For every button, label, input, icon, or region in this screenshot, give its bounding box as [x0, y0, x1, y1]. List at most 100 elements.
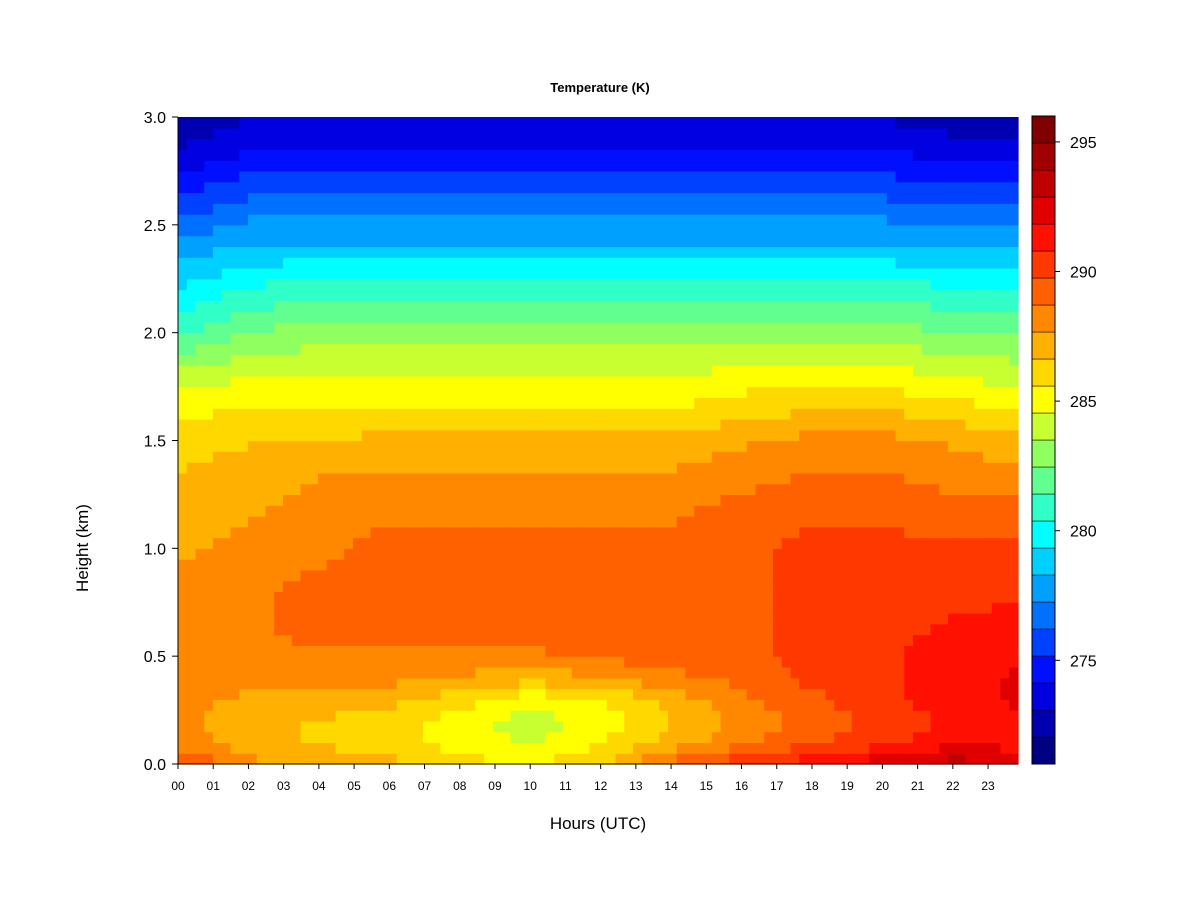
heatmap-cell — [729, 311, 739, 323]
heatmap-cell — [318, 462, 328, 474]
heatmap-cell — [808, 332, 818, 345]
heatmap-cell — [545, 462, 555, 474]
heatmap-cell — [1000, 289, 1010, 301]
heatmap-cell — [283, 494, 293, 506]
heatmap-cell — [466, 203, 477, 215]
heatmap-cell — [300, 731, 310, 744]
heatmap-cell — [414, 483, 424, 496]
heatmap-cell — [904, 311, 914, 323]
heatmap-cell — [948, 246, 958, 258]
heatmap-cell — [265, 710, 275, 722]
heatmap-cell — [571, 472, 582, 485]
heatmap-cell — [738, 742, 748, 754]
heatmap-cell — [746, 300, 757, 312]
heatmap-cell — [886, 354, 897, 366]
heatmap-cell — [904, 559, 914, 571]
heatmap-cell — [414, 224, 424, 237]
heatmap-cell — [379, 677, 389, 690]
heatmap-cell — [1000, 440, 1010, 452]
heatmap-cell — [396, 203, 407, 215]
heatmap-cell — [370, 591, 380, 603]
heatmap-cell — [571, 300, 582, 312]
heatmap-cell — [230, 710, 240, 722]
heatmap-cell — [930, 645, 940, 657]
heatmap-cell — [256, 569, 267, 582]
heatmap-cell — [808, 440, 818, 452]
heatmap-cell — [974, 526, 984, 539]
heatmap-cell — [396, 720, 407, 733]
heatmap-cell — [221, 408, 232, 420]
heatmap-cell — [580, 526, 590, 539]
heatmap-cell — [248, 494, 258, 506]
heatmap-cell — [528, 677, 538, 690]
heatmap-cell — [659, 289, 669, 301]
heatmap-cell — [860, 591, 870, 603]
heatmap-cell — [440, 537, 450, 549]
heatmap-cell — [379, 365, 389, 377]
heatmap-cell — [291, 613, 302, 625]
heatmap-cell — [729, 462, 739, 474]
heatmap-cell — [274, 656, 284, 668]
heatmap-cell — [580, 440, 590, 452]
heatmap-cell — [904, 494, 914, 506]
heatmap-cell — [624, 569, 634, 582]
heatmap-cell — [895, 332, 905, 345]
heatmap-cell — [221, 559, 232, 571]
heatmap-cell — [834, 311, 844, 323]
heatmap-cell — [913, 580, 923, 593]
heatmap-cell — [580, 203, 590, 215]
heatmap-cell — [536, 408, 547, 420]
heatmap-cell — [860, 278, 870, 291]
heatmap-cell — [668, 418, 678, 431]
heatmap-cell — [396, 289, 407, 301]
heatmap-cell — [344, 235, 354, 247]
heatmap-cell — [598, 386, 608, 398]
heatmap-cell — [834, 526, 844, 539]
heatmap-cell — [248, 537, 258, 549]
heatmap-cell — [186, 332, 197, 345]
heatmap-cell — [913, 343, 923, 355]
heatmap-cell — [519, 462, 529, 474]
heatmap-cell — [563, 224, 573, 237]
heatmap-cell — [921, 343, 932, 355]
heatmap-cell — [843, 526, 853, 539]
heatmap-cell — [274, 257, 284, 269]
heatmap-cell — [353, 580, 363, 593]
heatmap-cell — [571, 246, 582, 258]
heatmap-cell — [685, 440, 695, 452]
heatmap-cell — [580, 580, 590, 593]
heatmap-cell — [283, 418, 293, 431]
heatmap-cell — [186, 742, 197, 754]
heatmap-cell — [178, 267, 188, 280]
heatmap-cell — [834, 257, 844, 269]
heatmap-cell — [869, 645, 879, 657]
heatmap-cell — [309, 699, 319, 711]
heatmap-cell — [939, 559, 949, 571]
heatmap-cell — [405, 731, 415, 744]
heatmap-cell — [641, 246, 652, 258]
heatmap-cell — [283, 569, 293, 582]
heatmap-cell — [440, 742, 450, 754]
heatmap-cell — [554, 699, 564, 711]
heatmap-cell — [781, 483, 792, 496]
heatmap-cell — [274, 731, 284, 744]
heatmap-cell — [221, 634, 232, 646]
heatmap-cell — [484, 688, 494, 700]
heatmap-cell — [965, 688, 975, 700]
heatmap-cell — [694, 677, 704, 690]
heatmap-cell — [178, 203, 188, 215]
heatmap-cell — [431, 472, 442, 485]
heatmap-cell — [265, 656, 275, 668]
heatmap-cell — [195, 645, 205, 657]
heatmap-cell — [790, 526, 800, 539]
heatmap-cell — [318, 548, 328, 560]
heatmap-cell — [449, 645, 459, 657]
heatmap-cell — [501, 494, 512, 506]
heatmap-cell — [991, 203, 1002, 215]
heatmap-cell — [773, 278, 783, 291]
heatmap-cell — [764, 580, 774, 593]
heatmap-cell — [729, 623, 739, 636]
heatmap-cell — [668, 332, 678, 345]
heatmap-cell — [379, 408, 389, 420]
heatmap-cell — [493, 731, 503, 744]
